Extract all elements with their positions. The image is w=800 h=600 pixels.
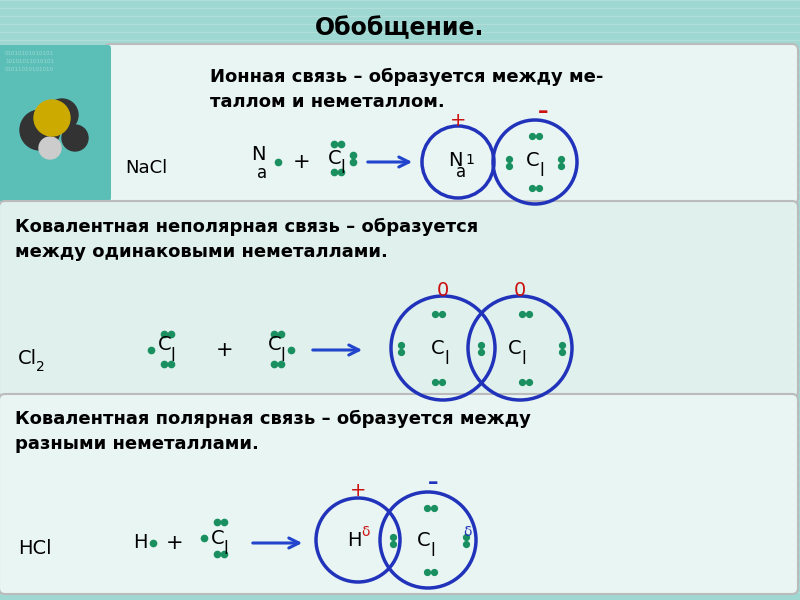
Text: l: l	[341, 159, 346, 177]
Text: N: N	[250, 145, 266, 164]
Circle shape	[20, 110, 60, 150]
Text: l: l	[281, 347, 286, 365]
Text: δ: δ	[464, 525, 472, 539]
FancyBboxPatch shape	[104, 44, 798, 204]
Text: –: –	[428, 473, 438, 493]
Text: +: +	[216, 340, 234, 360]
Text: a: a	[456, 163, 466, 181]
Circle shape	[34, 100, 70, 136]
Circle shape	[46, 99, 78, 131]
Text: HCl: HCl	[18, 539, 52, 557]
Text: +: +	[166, 533, 184, 553]
Text: Cl: Cl	[18, 349, 37, 367]
Text: Обобщение.: Обобщение.	[315, 16, 485, 40]
Text: H: H	[133, 533, 147, 553]
Text: C: C	[158, 335, 172, 355]
Text: 0: 0	[437, 280, 449, 299]
Text: –: –	[538, 102, 548, 122]
Text: C: C	[211, 529, 225, 547]
Text: Ковалентная неполярная связь – образуется
между одинаковыми неметаллами.: Ковалентная неполярная связь – образуетс…	[15, 218, 478, 261]
Text: NaCl: NaCl	[125, 159, 167, 177]
Text: 01011010101010: 01011010101010	[5, 67, 54, 72]
Text: δ: δ	[362, 525, 370, 539]
Text: Ионная связь – образуется между ме-
таллом и неметаллом.: Ионная связь – образуется между ме- талл…	[210, 68, 603, 111]
Text: 1: 1	[466, 153, 474, 167]
Text: +: +	[293, 152, 311, 172]
Text: Ковалентная полярная связь – образуется между
разными неметаллами.: Ковалентная полярная связь – образуется …	[15, 410, 531, 453]
FancyBboxPatch shape	[0, 201, 798, 398]
FancyBboxPatch shape	[0, 45, 111, 201]
Text: 0: 0	[514, 280, 526, 299]
Text: C: C	[431, 338, 445, 358]
Text: 01010101010101: 01010101010101	[5, 51, 54, 56]
Text: N: N	[448, 151, 462, 169]
FancyBboxPatch shape	[0, 394, 798, 594]
Text: C: C	[417, 530, 431, 550]
Text: l: l	[540, 162, 544, 180]
Text: +: +	[450, 110, 466, 130]
Text: l: l	[445, 350, 450, 368]
Text: 10101011010101: 10101011010101	[5, 59, 54, 64]
Text: C: C	[526, 151, 540, 169]
Circle shape	[39, 137, 61, 159]
Text: l: l	[522, 350, 526, 368]
Text: a: a	[257, 164, 267, 182]
Text: l: l	[430, 542, 435, 560]
Circle shape	[62, 125, 88, 151]
Text: 2: 2	[36, 360, 45, 374]
Text: C: C	[328, 148, 342, 167]
Text: C: C	[508, 338, 522, 358]
Text: +: +	[350, 481, 366, 499]
Text: l: l	[170, 347, 175, 365]
Text: H: H	[346, 530, 362, 550]
Text: l: l	[224, 540, 228, 558]
Text: C: C	[268, 335, 282, 355]
